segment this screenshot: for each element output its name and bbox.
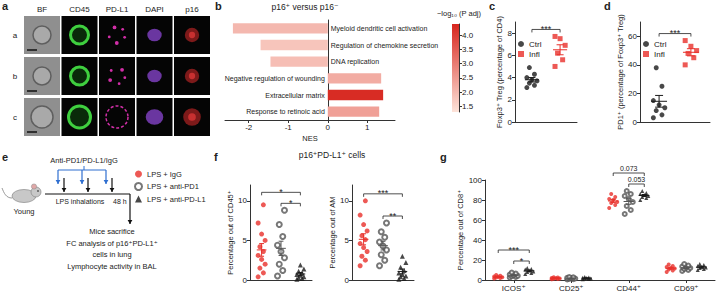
svg-text:0: 0	[243, 276, 248, 285]
svg-text:b: b	[215, 0, 222, 12]
svg-text:20: 20	[473, 256, 482, 265]
svg-text:2.0: 2.0	[462, 88, 474, 97]
svg-text:20: 20	[628, 89, 637, 98]
svg-text:100: 100	[469, 176, 483, 185]
svg-text:***: ***	[378, 188, 389, 198]
svg-text:CD25⁺: CD25⁺	[559, 284, 584, 293]
svg-text:LPS + anti-PD1: LPS + anti-PD1	[147, 182, 199, 191]
svg-text:1: 1	[365, 123, 370, 132]
svg-text:PD1⁺ (percentage of Foxp3⁺ Tre: PD1⁺ (percentage of Foxp3⁺ Treg)	[616, 14, 625, 130]
svg-text:0: 0	[345, 276, 350, 285]
svg-text:CD44⁺: CD44⁺	[616, 284, 641, 293]
svg-text:Ctrl: Ctrl	[654, 40, 667, 49]
svg-text:0: 0	[633, 118, 638, 127]
svg-text:***: ***	[670, 28, 681, 38]
svg-text:LPS + IgG: LPS + IgG	[147, 170, 182, 179]
svg-text:4: 4	[508, 73, 513, 82]
svg-text:LPS inhalations: LPS inhalations	[56, 198, 105, 205]
svg-text:FC analysis of p16⁺PD-L1⁺: FC analysis of p16⁺PD-L1⁺	[66, 239, 157, 248]
svg-text:5: 5	[345, 236, 350, 245]
svg-text:0: 0	[478, 276, 483, 285]
svg-text:*: *	[289, 198, 293, 208]
svg-text:2: 2	[508, 95, 513, 104]
svg-text:*: *	[279, 187, 283, 197]
svg-text:CD45: CD45	[69, 5, 90, 14]
svg-text:DNA replication: DNA replication	[331, 58, 379, 66]
svg-text:Young: Young	[14, 207, 35, 216]
svg-text:Mice sacrifice: Mice sacrifice	[89, 227, 134, 236]
svg-text:p16⁺PD-L1⁺ cells: p16⁺PD-L1⁺ cells	[299, 150, 366, 160]
svg-text:4.0: 4.0	[462, 31, 474, 40]
svg-text:PD-L1: PD-L1	[106, 5, 129, 14]
svg-text:3.5: 3.5	[462, 45, 474, 54]
svg-text:e: e	[2, 151, 8, 163]
svg-text:p16: p16	[185, 5, 199, 14]
svg-text:Lymphocyte activity in BAL: Lymphocyte activity in BAL	[67, 262, 156, 271]
svg-text:Infl: Infl	[529, 50, 540, 59]
svg-text:c: c	[489, 0, 495, 12]
svg-text:BF: BF	[37, 5, 47, 14]
svg-text:Response to retinoic acid: Response to retinoic acid	[246, 108, 325, 116]
svg-text:c: c	[13, 113, 17, 122]
svg-text:40: 40	[628, 60, 637, 69]
svg-text:-2: -2	[245, 123, 253, 132]
svg-text:Foxp3⁺ Treg (percentage of CD4: Foxp3⁺ Treg (percentage of CD4)	[495, 16, 504, 128]
svg-text:g: g	[440, 151, 447, 163]
svg-text:3.0: 3.0	[462, 59, 474, 68]
svg-text:10: 10	[238, 196, 247, 205]
svg-text:LPS + anti-PD-L1: LPS + anti-PD-L1	[147, 195, 206, 204]
svg-text:0.073: 0.073	[620, 165, 638, 172]
svg-text:40: 40	[473, 236, 482, 245]
svg-text:***: ***	[541, 24, 552, 34]
svg-text:*: *	[520, 256, 524, 266]
svg-text:cells in lung: cells in lung	[92, 250, 131, 259]
svg-text:Regulation of chemokine secret: Regulation of chemokine secretion	[331, 42, 439, 50]
svg-text:48 h: 48 h	[113, 198, 127, 205]
svg-text:Myeloid dendritic cell activat: Myeloid dendritic cell activation	[331, 25, 428, 33]
svg-text:b: b	[13, 72, 18, 81]
svg-text:Percentage out of CD45⁺: Percentage out of CD45⁺	[226, 190, 235, 274]
svg-text:2.5: 2.5	[462, 73, 474, 82]
svg-text:***: ***	[508, 245, 519, 255]
svg-text:60: 60	[628, 32, 637, 41]
svg-text:5: 5	[243, 236, 248, 245]
svg-text:8: 8	[508, 29, 513, 38]
svg-text:d: d	[604, 0, 611, 12]
svg-text:p16⁺ versus p16⁻: p16⁺ versus p16⁻	[271, 2, 338, 12]
svg-text:80: 80	[473, 196, 482, 205]
svg-text:1.5: 1.5	[462, 102, 474, 111]
svg-text:a: a	[13, 31, 18, 40]
svg-text:6: 6	[508, 51, 513, 60]
svg-text:a: a	[2, 0, 9, 12]
svg-text:**: **	[389, 211, 397, 221]
svg-text:NES: NES	[302, 134, 317, 143]
svg-text:ICOS⁺: ICOS⁺	[502, 284, 526, 293]
svg-text:Infl: Infl	[654, 50, 665, 59]
svg-text:Percentage out of AM: Percentage out of AM	[328, 196, 337, 268]
svg-text:Ctrl: Ctrl	[529, 40, 542, 49]
svg-text:f: f	[214, 151, 218, 163]
svg-text:CD69⁺: CD69⁺	[674, 284, 699, 293]
svg-text:10: 10	[340, 196, 349, 205]
svg-text:Anti-PD1/PD-L1/IgG: Anti-PD1/PD-L1/IgG	[50, 156, 118, 165]
svg-text:Percentage out of CD8⁺: Percentage out of CD8⁺	[456, 190, 465, 270]
svg-text:0.053: 0.053	[628, 176, 646, 183]
svg-text:0: 0	[508, 118, 513, 127]
svg-text:DAPI: DAPI	[145, 5, 164, 14]
svg-text:−log₁₀ (P adj): −log₁₀ (P adj)	[437, 9, 482, 18]
svg-text:-1: -1	[285, 123, 293, 132]
svg-text:Negative regulation of woundin: Negative regulation of wounding	[225, 75, 325, 83]
svg-text:60: 60	[473, 216, 482, 225]
svg-text:0: 0	[326, 123, 331, 132]
svg-text:Extracellular matrix: Extracellular matrix	[265, 92, 325, 99]
